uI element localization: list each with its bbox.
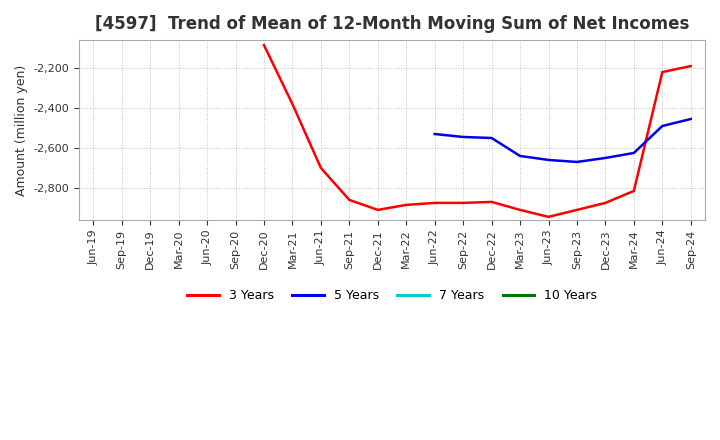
Line: 3 Years: 3 Years bbox=[264, 45, 690, 217]
5 Years bbox=[629, 150, 638, 156]
5 Years bbox=[516, 153, 524, 158]
5 Years bbox=[572, 159, 581, 165]
3 Years bbox=[487, 199, 496, 205]
3 Years bbox=[374, 207, 382, 213]
3 Years bbox=[402, 202, 410, 208]
Y-axis label: Amount (million yen): Amount (million yen) bbox=[15, 64, 28, 196]
Title: [4597]  Trend of Mean of 12-Month Moving Sum of Net Incomes: [4597] Trend of Mean of 12-Month Moving … bbox=[95, 15, 689, 33]
Line: 5 Years: 5 Years bbox=[435, 119, 690, 162]
3 Years bbox=[601, 200, 610, 205]
3 Years bbox=[629, 188, 638, 194]
3 Years bbox=[345, 197, 354, 202]
3 Years bbox=[317, 165, 325, 171]
5 Years bbox=[601, 155, 610, 161]
3 Years bbox=[544, 214, 553, 220]
5 Years bbox=[459, 134, 467, 139]
5 Years bbox=[686, 116, 695, 121]
3 Years bbox=[516, 207, 524, 213]
5 Years bbox=[431, 132, 439, 137]
3 Years bbox=[686, 63, 695, 69]
3 Years bbox=[260, 43, 269, 48]
5 Years bbox=[544, 158, 553, 163]
3 Years bbox=[572, 207, 581, 213]
3 Years bbox=[431, 200, 439, 205]
3 Years bbox=[288, 101, 297, 106]
5 Years bbox=[658, 123, 667, 128]
3 Years bbox=[658, 70, 667, 75]
Legend: 3 Years, 5 Years, 7 Years, 10 Years: 3 Years, 5 Years, 7 Years, 10 Years bbox=[182, 284, 602, 307]
5 Years bbox=[487, 136, 496, 141]
3 Years bbox=[459, 200, 467, 205]
